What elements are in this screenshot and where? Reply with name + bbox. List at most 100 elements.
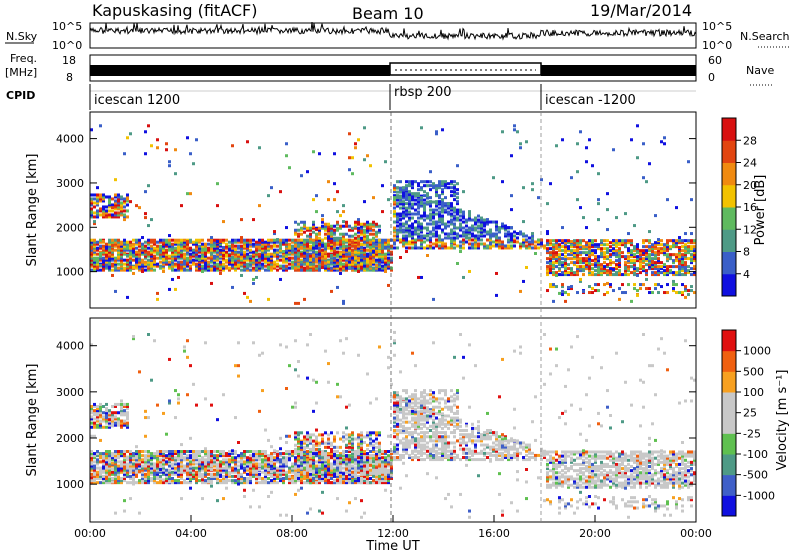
heatmap-cell [462,216,465,220]
heatmap-cell [282,266,285,270]
heatmap-cell [255,466,258,470]
heatmap-cell [114,462,117,466]
heatmap-cell [159,254,162,258]
heatmap-cell [288,434,291,438]
heatmap-cell [597,289,600,293]
heatmap-cell [189,246,192,250]
heatmap-cell [246,464,249,468]
heatmap-cell [159,452,162,456]
heatmap-cell [123,266,126,270]
heatmap-cell [549,253,552,257]
heatmap-cell [357,222,360,226]
heatmap-cell [306,481,309,485]
heatmap-cell [465,228,468,232]
heatmap-cell [348,156,351,160]
heatmap-cell [207,466,210,470]
heatmap-cell [393,200,396,204]
heatmap-cell [144,474,147,478]
heatmap-cell [120,405,123,408]
heatmap-cell [114,199,117,203]
heatmap-cell [192,462,195,466]
heatmap-cell [360,230,363,234]
heatmap-cell [345,262,348,266]
heatmap-cell [282,238,285,242]
heatmap-cell [537,240,540,244]
heatmap-cell [225,454,228,458]
heatmap-cell [150,462,153,466]
heatmap-cell [300,466,303,470]
heatmap-cell [147,454,150,458]
heatmap-cell [135,481,138,485]
heatmap-cell [519,142,522,146]
heatmap-cell [675,257,678,261]
heatmap-cell [441,244,444,248]
heatmap-cell [198,464,201,468]
heatmap-cell [120,452,123,456]
heatmap-cell [612,253,615,257]
heatmap-cell [198,264,201,268]
heatmap-cell [312,458,315,462]
heatmap-cell [651,250,654,254]
heatmap-cell [576,245,579,249]
heatmap-cell [117,266,120,270]
heatmap-cell [270,454,273,458]
heatmap-cell [357,260,360,264]
heatmap-cell [585,265,588,269]
heatmap-cell [360,252,363,256]
heatmap-cell [219,264,222,268]
heatmap-cell [237,454,240,458]
heatmap-cell [357,266,360,270]
heatmap-cell [294,405,297,409]
heatmap-cell [618,263,621,267]
heatmap-cell [123,413,126,417]
heatmap-cell [141,466,144,470]
heatmap-cell [429,230,432,234]
heatmap-cell [93,477,96,480]
heatmap-cell [258,262,261,266]
heatmap-cell [105,470,108,474]
heatmap-cell [567,267,570,271]
heatmap-cell [417,224,420,228]
heatmap-cell [306,445,309,449]
heatmap-cell [141,460,144,464]
heatmap-cell [234,452,237,456]
heatmap-cell [372,262,375,266]
heatmap-cell [213,458,216,462]
heatmap-cell [102,258,105,262]
heatmap-cell [585,226,588,230]
heatmap-cell [678,269,681,273]
heatmap-cell [144,464,147,468]
heatmap-cell [114,464,117,468]
heatmap-cell [243,481,246,485]
heatmap-cell [390,256,393,260]
heatmap-cell [609,241,612,245]
heatmap-cell [561,138,564,142]
heatmap-cell [318,248,321,252]
heatmap-cell [183,479,186,483]
heatmap-cell [675,243,678,247]
heatmap-cell [648,241,651,245]
heatmap-cell [267,258,270,262]
heatmap-cell [345,248,348,252]
heatmap-cell [273,462,276,466]
heatmap-cell [138,452,141,456]
heatmap-cell [126,462,129,466]
heatmap-cell [354,252,357,256]
heatmap-cell [282,479,285,483]
heatmap-cell [261,462,264,466]
heatmap-cell [441,222,444,226]
heatmap-cell [105,211,108,215]
heatmap-cell [186,464,189,468]
heatmap-cell [618,253,621,257]
heatmap-cell [102,479,105,483]
heatmap-cell [642,241,645,245]
heatmap-cell [129,254,132,258]
heatmap-cell [96,211,99,215]
heatmap-cell [636,273,639,277]
heatmap-cell [594,289,597,293]
heatmap-cell [309,472,312,476]
heatmap-cell [552,299,555,303]
heatmap-cell [117,244,120,248]
heatmap-cell [123,466,126,470]
heatmap-cell [546,249,549,253]
